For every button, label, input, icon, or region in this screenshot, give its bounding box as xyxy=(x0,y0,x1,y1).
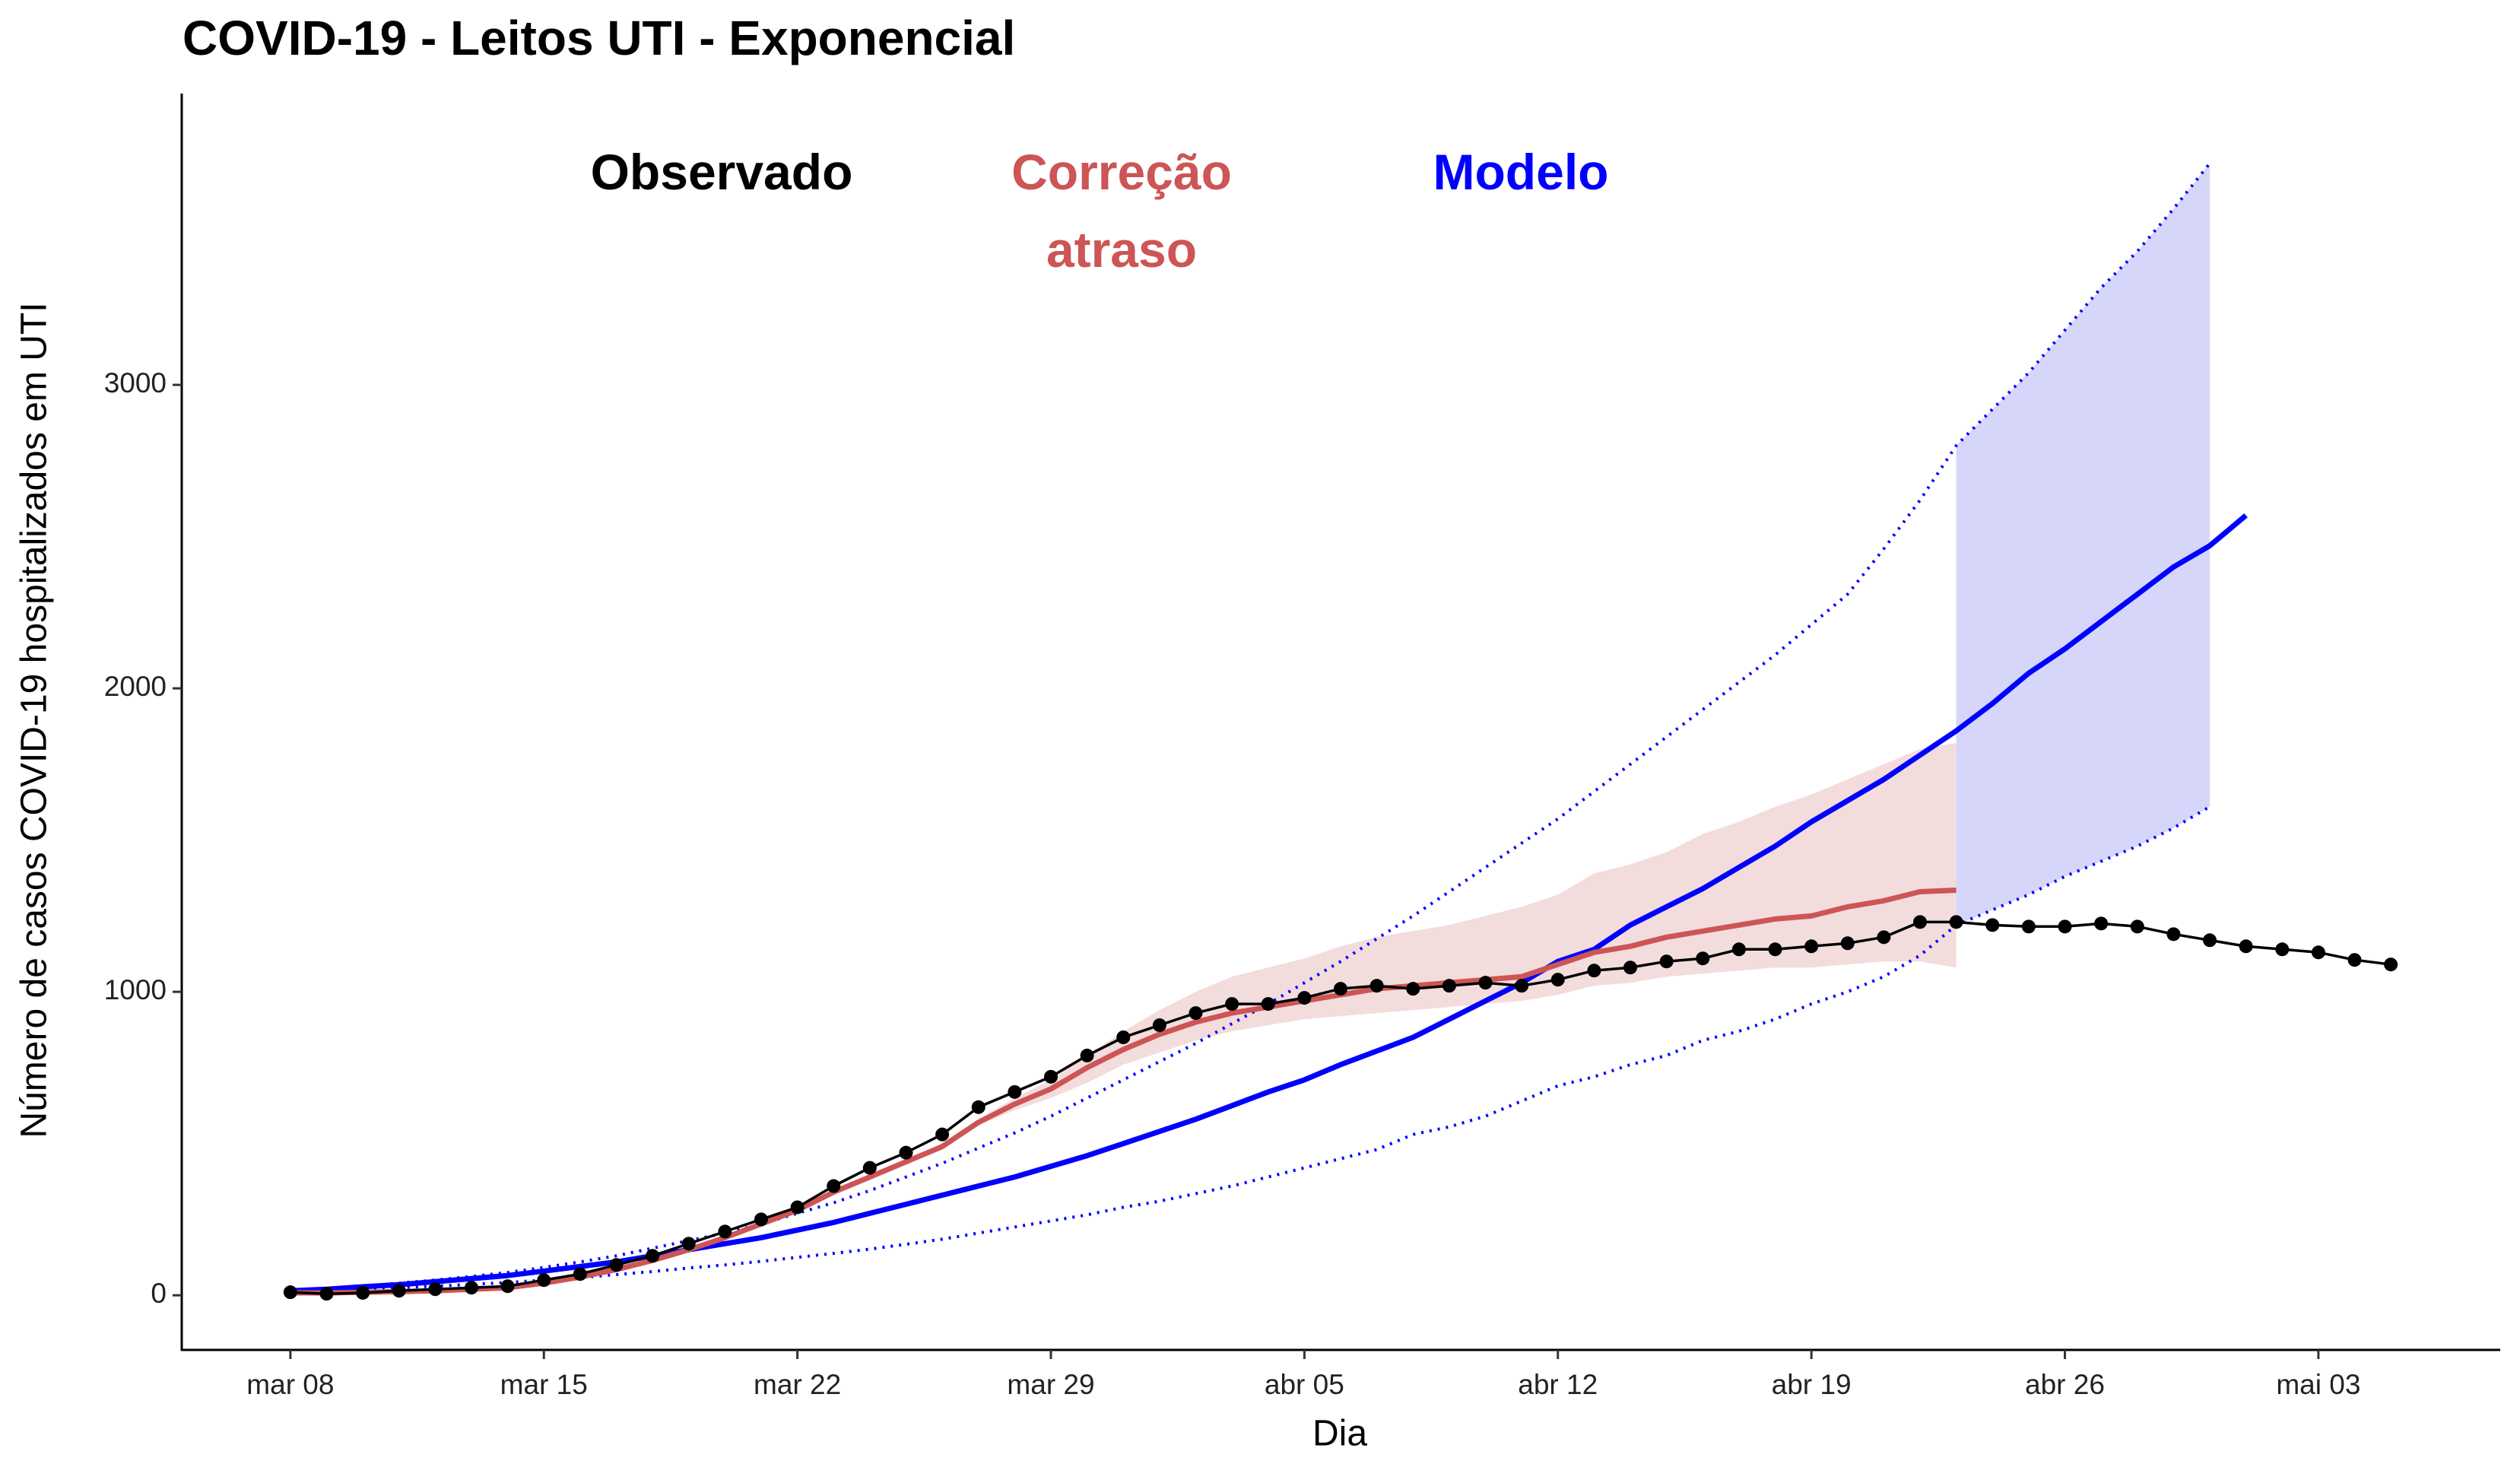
data-point xyxy=(1008,1084,1022,1099)
x-axis-title: Dia xyxy=(1312,1414,1367,1454)
data-point xyxy=(1696,951,1710,966)
data-point xyxy=(1768,942,1782,957)
data-point xyxy=(646,1249,660,1263)
data-point xyxy=(1044,1069,1058,1084)
data-point xyxy=(1587,964,1601,978)
data-point xyxy=(1080,1048,1094,1062)
data-point xyxy=(1913,915,1927,929)
data-point xyxy=(1116,1030,1131,1044)
data-point xyxy=(2203,933,2217,948)
chart-title: COVID-19 - Leitos UTI - Exponencial xyxy=(182,11,1015,65)
confidence-band xyxy=(1956,163,2210,926)
data-point xyxy=(1225,997,1239,1011)
x-tick-label: mar 08 xyxy=(246,1369,334,1400)
data-point xyxy=(790,1200,805,1215)
data-point xyxy=(899,1145,913,1160)
data-point xyxy=(1731,942,1746,957)
data-point xyxy=(609,1258,624,1272)
data-point xyxy=(573,1267,587,1281)
x-tick-label: abr 05 xyxy=(1265,1369,1344,1400)
x-tick-label: mar 15 xyxy=(500,1369,588,1400)
data-point xyxy=(428,1282,443,1297)
data-point xyxy=(681,1237,696,1251)
data-point xyxy=(1550,973,1565,987)
data-point xyxy=(1804,939,1819,954)
data-point xyxy=(2058,919,2072,934)
x-tick-label: abr 19 xyxy=(1772,1369,1852,1400)
data-point xyxy=(2130,919,2144,934)
y-tick-label: 3000 xyxy=(104,367,167,399)
data-point xyxy=(392,1284,406,1298)
data-point xyxy=(1877,930,1891,945)
data-point xyxy=(1478,976,1493,990)
data-point xyxy=(1659,954,1674,969)
legend-label: Correção atraso xyxy=(1011,144,1232,278)
y-axis-title: Número de casos COVID-19 hospitalizados … xyxy=(14,302,55,1138)
data-point xyxy=(283,1285,297,1300)
data-point xyxy=(1442,979,1456,993)
data-point xyxy=(1297,991,1312,1005)
bound-line xyxy=(290,162,2211,1293)
data-point xyxy=(2384,957,2398,972)
x-tick-label: mar 29 xyxy=(1007,1369,1094,1400)
data-point xyxy=(1623,961,1637,975)
data-point xyxy=(1334,982,1347,996)
y-tick-label: 2000 xyxy=(104,671,167,702)
data-point xyxy=(319,1287,334,1301)
x-tick-label: mar 22 xyxy=(754,1369,841,1400)
data-point xyxy=(718,1224,732,1239)
legend-label: Observado xyxy=(590,144,853,200)
data-point xyxy=(1515,979,1529,993)
data-point xyxy=(1985,918,2000,932)
y-tick-label: 0 xyxy=(151,1278,167,1309)
data-point xyxy=(754,1212,768,1227)
x-tick-label: mai 03 xyxy=(2276,1369,2360,1400)
plot-area xyxy=(283,162,2398,1301)
x-tick-label: abr 26 xyxy=(2025,1369,2105,1400)
data-point xyxy=(935,1127,950,1142)
data-point xyxy=(862,1161,877,1175)
y-tick-label: 1000 xyxy=(104,974,167,1005)
data-point xyxy=(500,1279,515,1294)
series-line xyxy=(290,888,1957,1296)
data-point xyxy=(2347,953,2362,967)
data-point xyxy=(1152,1018,1166,1033)
data-point xyxy=(2166,927,2181,942)
data-point xyxy=(1840,936,1855,951)
data-point xyxy=(971,1100,985,1114)
data-point xyxy=(2239,939,2253,954)
data-point xyxy=(2275,942,2290,957)
confidence-band xyxy=(290,742,1957,1293)
data-point xyxy=(1261,997,1275,1011)
data-point xyxy=(827,1179,841,1193)
data-point xyxy=(1189,1006,1203,1021)
data-point xyxy=(1369,979,1384,993)
data-point xyxy=(1406,982,1420,996)
data-point xyxy=(356,1285,370,1300)
data-point xyxy=(2311,945,2325,960)
legend-label: Modelo xyxy=(1433,144,1609,200)
data-point xyxy=(1949,915,1963,929)
data-point xyxy=(2094,916,2109,931)
x-tick-label: abr 12 xyxy=(1518,1369,1598,1400)
data-point xyxy=(465,1281,478,1295)
data-point xyxy=(2021,919,2036,934)
data-point xyxy=(537,1273,551,1288)
